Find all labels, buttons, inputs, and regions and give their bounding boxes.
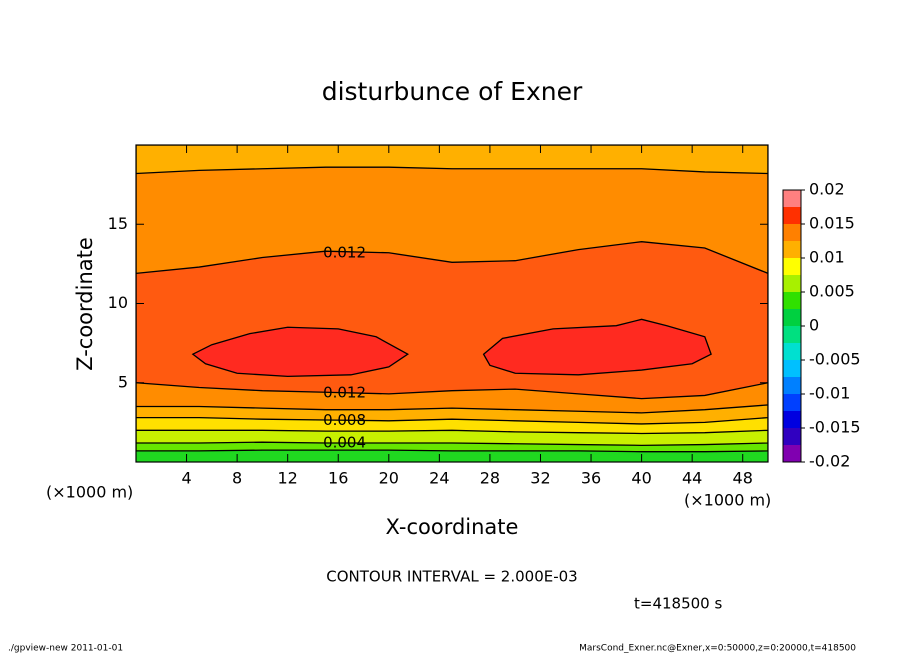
y-tick-label: 15 [108,214,128,233]
colorbar-tick-label: -0.005 [809,350,861,369]
colorbar-tick-label: 0.01 [809,248,845,267]
colorbar-band [783,258,801,275]
y-tick-label: 10 [108,293,128,312]
chart-title: disturbunce of Exner [322,77,583,106]
x-tick-label: 16 [328,469,348,488]
x-tick-label: 36 [581,469,601,488]
colorbar-band [783,275,801,292]
contour-label: 0.004 [323,433,366,451]
contour-interval: CONTOUR INTERVAL = 2.000E-03 [326,568,577,586]
colorbar-band [783,411,801,428]
colorbar-band [783,190,801,207]
colorbar-tick-label: 0.015 [809,214,855,233]
colorbar-band [783,309,801,326]
x-tick-label: 20 [379,469,399,488]
x-tick-label: 24 [429,469,449,488]
contour-fills [136,145,768,453]
x-tick-label: 40 [631,469,651,488]
x-axis-title: X-coordinate [386,515,519,539]
colorbar-tick-label: -0.02 [809,452,850,471]
y-tick-label: 5 [118,372,128,391]
footer-left: ./gpview-new 2011-01-01 [8,644,123,654]
colorbar-band [783,394,801,411]
colorbar-band [783,428,801,445]
colorbar-tick-label: 0.005 [809,282,855,301]
x-unit-label: (×1000 m) [684,491,771,510]
contour-label: 0.012 [323,384,366,402]
contour-region [482,318,712,376]
footer-right: MarsCond_Exner.nc@Exner,x=0:50000,z=0:20… [579,644,856,654]
colorbar-band [783,241,801,258]
colorbar-tick-label: -0.015 [809,418,861,437]
colorbar-band [783,343,801,360]
x-tick-label: 12 [278,469,298,488]
x-tick-label: 44 [682,469,702,488]
colorbar-band [783,377,801,394]
contour-region [191,326,410,378]
x-tick-label: 28 [480,469,500,488]
x-tick-label: 48 [733,469,753,488]
contour-label: 0.008 [323,411,366,429]
time-label: t=418500 s [634,595,722,613]
colorbar-tick-label: -0.01 [809,384,850,403]
colorbar-band [783,224,801,241]
colorbar-tick-label: 0 [809,316,819,335]
colorbar-band [783,326,801,343]
colorbar-band [783,207,801,224]
contour-label: 0.012 [323,243,366,261]
colorbar-band [783,292,801,309]
colorbar-band [783,445,801,462]
y-axis-title: Z-coordinate [73,237,97,371]
colorbar-band [783,360,801,377]
x-tick-label: 32 [530,469,550,488]
x-tick-label: 8 [232,469,242,488]
colorbar-tick-label: 0.02 [809,180,845,199]
x-tick-label: 4 [181,469,191,488]
contour-region [136,241,768,400]
x-unit-label: (×1000 m) [46,483,133,502]
